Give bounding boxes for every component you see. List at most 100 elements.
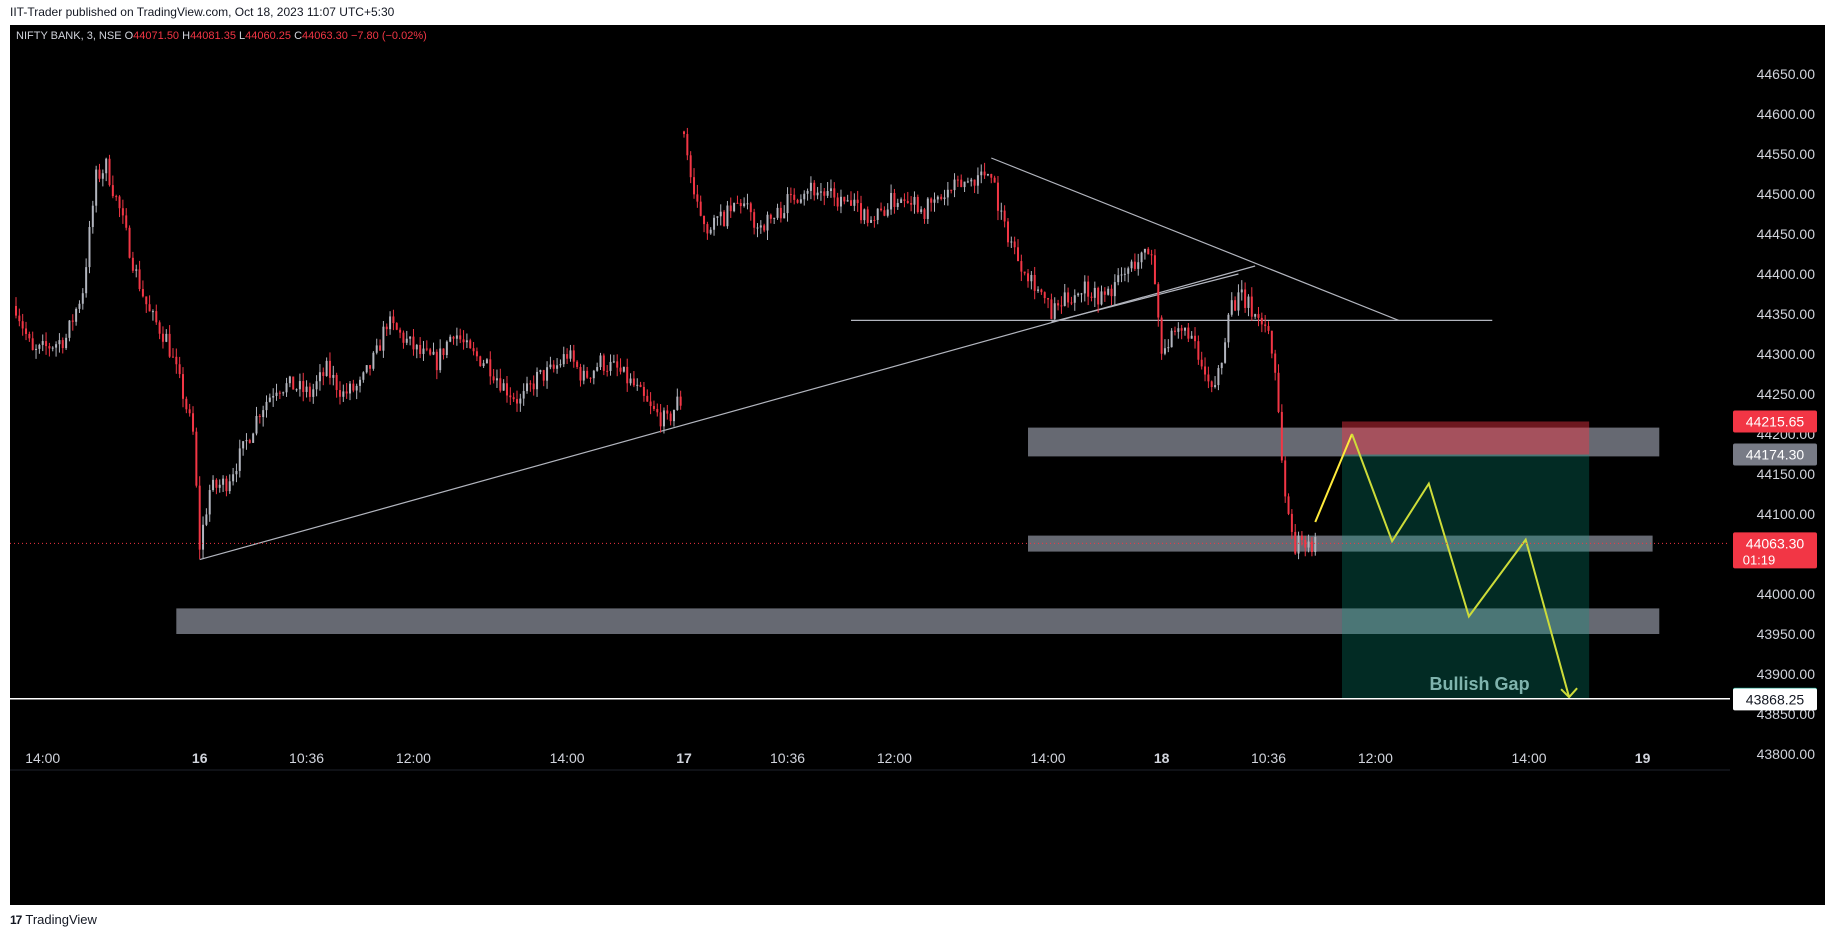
candle-body[interactable]: [195, 431, 198, 486]
candle-body[interactable]: [599, 355, 602, 368]
candle-body[interactable]: [843, 196, 846, 202]
candle-body[interactable]: [425, 348, 428, 350]
candle-body[interactable]: [178, 364, 181, 375]
candle-body[interactable]: [429, 349, 432, 355]
projection-path[interactable]: [1351, 433, 1571, 698]
candle-body[interactable]: [960, 179, 963, 188]
candle-body[interactable]: [856, 199, 859, 204]
candle-body[interactable]: [1200, 359, 1203, 367]
candle-body[interactable]: [395, 323, 398, 330]
candle-body[interactable]: [439, 348, 442, 371]
candle-body[interactable]: [916, 196, 919, 213]
candle-body[interactable]: [68, 320, 71, 338]
candle-body[interactable]: [622, 366, 625, 372]
candle-body[interactable]: [1017, 247, 1019, 262]
candle-body[interactable]: [1006, 221, 1009, 243]
candle-body[interactable]: [1090, 296, 1093, 298]
candle-body[interactable]: [1143, 248, 1146, 253]
candle-body[interactable]: [1280, 411, 1283, 461]
candle-body[interactable]: [1087, 281, 1090, 297]
candle-body[interactable]: [485, 359, 488, 364]
candle-body[interactable]: [956, 179, 959, 181]
candle-body[interactable]: [519, 398, 522, 404]
candle-body[interactable]: [612, 361, 615, 363]
candle-body[interactable]: [783, 213, 786, 219]
candle-body[interactable]: [846, 200, 849, 202]
candle-body[interactable]: [693, 177, 696, 195]
candle-body[interactable]: [355, 385, 358, 391]
candle-body[interactable]: [973, 179, 976, 186]
candle-body[interactable]: [1244, 289, 1247, 308]
candle-body[interactable]: [15, 306, 17, 316]
candle-body[interactable]: [262, 410, 265, 418]
candle-body[interactable]: [1180, 328, 1183, 331]
candle-body[interactable]: [813, 182, 816, 196]
candle-body[interactable]: [1117, 275, 1120, 283]
candle-body[interactable]: [1270, 330, 1273, 354]
candle-body[interactable]: [412, 336, 415, 350]
candle-body[interactable]: [205, 514, 208, 525]
candle-body[interactable]: [626, 366, 629, 384]
candle-body[interactable]: [469, 340, 472, 349]
candle-body[interactable]: [1237, 292, 1240, 311]
candle-body[interactable]: [95, 169, 98, 206]
candle-body[interactable]: [332, 375, 335, 378]
candle-body[interactable]: [1217, 368, 1220, 386]
candle-body[interactable]: [58, 340, 61, 345]
candle-body[interactable]: [155, 311, 158, 323]
candle-body[interactable]: [819, 191, 822, 193]
candle-body[interactable]: [442, 348, 445, 355]
candle-body[interactable]: [308, 386, 311, 397]
candle-body[interactable]: [268, 397, 271, 402]
candle-body[interactable]: [669, 413, 672, 422]
candle-body[interactable]: [1227, 314, 1230, 343]
candle-body[interactable]: [215, 479, 218, 488]
candle-body[interactable]: [1063, 292, 1066, 306]
profit-target-zone[interactable]: [1341, 454, 1590, 699]
candle-body[interactable]: [799, 199, 802, 203]
candle-body[interactable]: [392, 316, 395, 324]
candle-body[interactable]: [148, 304, 151, 312]
candle-body[interactable]: [389, 316, 392, 330]
candle-body[interactable]: [1050, 299, 1053, 319]
candle-body[interactable]: [699, 201, 702, 216]
candle-body[interactable]: [926, 198, 929, 219]
candle-body[interactable]: [318, 372, 321, 382]
candle-body[interactable]: [1207, 374, 1210, 382]
candle-body[interactable]: [175, 356, 178, 365]
candle-body[interactable]: [1147, 248, 1150, 255]
candle-body[interactable]: [18, 315, 21, 322]
candle-body[interactable]: [325, 360, 328, 376]
candle-body[interactable]: [719, 211, 722, 217]
candle-body[interactable]: [576, 361, 579, 368]
candle-body[interactable]: [946, 189, 949, 198]
candle-body[interactable]: [749, 203, 752, 213]
candle-body[interactable]: [108, 158, 111, 186]
candle-body[interactable]: [1170, 330, 1173, 348]
candle-body[interactable]: [275, 392, 278, 396]
candle-body[interactable]: [1113, 282, 1116, 297]
candle-body[interactable]: [990, 174, 993, 178]
candle-body[interactable]: [763, 225, 766, 231]
candle-body[interactable]: [522, 391, 525, 399]
candle-body[interactable]: [1043, 292, 1046, 299]
candle-body[interactable]: [492, 376, 495, 381]
candle-body[interactable]: [272, 395, 275, 398]
candle-body[interactable]: [566, 354, 569, 359]
candle-body[interactable]: [996, 182, 999, 211]
candle-body[interactable]: [409, 336, 412, 339]
candle-body[interactable]: [683, 131, 685, 135]
candle-body[interactable]: [455, 335, 458, 339]
candle-body[interactable]: [890, 192, 893, 210]
candle-body[interactable]: [55, 344, 58, 348]
candle-body[interactable]: [1140, 252, 1143, 263]
candle-body[interactable]: [552, 364, 555, 369]
candle-body[interactable]: [853, 199, 856, 206]
candle-body[interactable]: [546, 367, 549, 381]
candle-body[interactable]: [1230, 300, 1233, 315]
candle-body[interactable]: [629, 378, 632, 384]
candle-body[interactable]: [1153, 255, 1156, 285]
candle-body[interactable]: [1314, 536, 1317, 553]
candle-body[interactable]: [579, 367, 582, 381]
candle-body[interactable]: [786, 194, 789, 214]
